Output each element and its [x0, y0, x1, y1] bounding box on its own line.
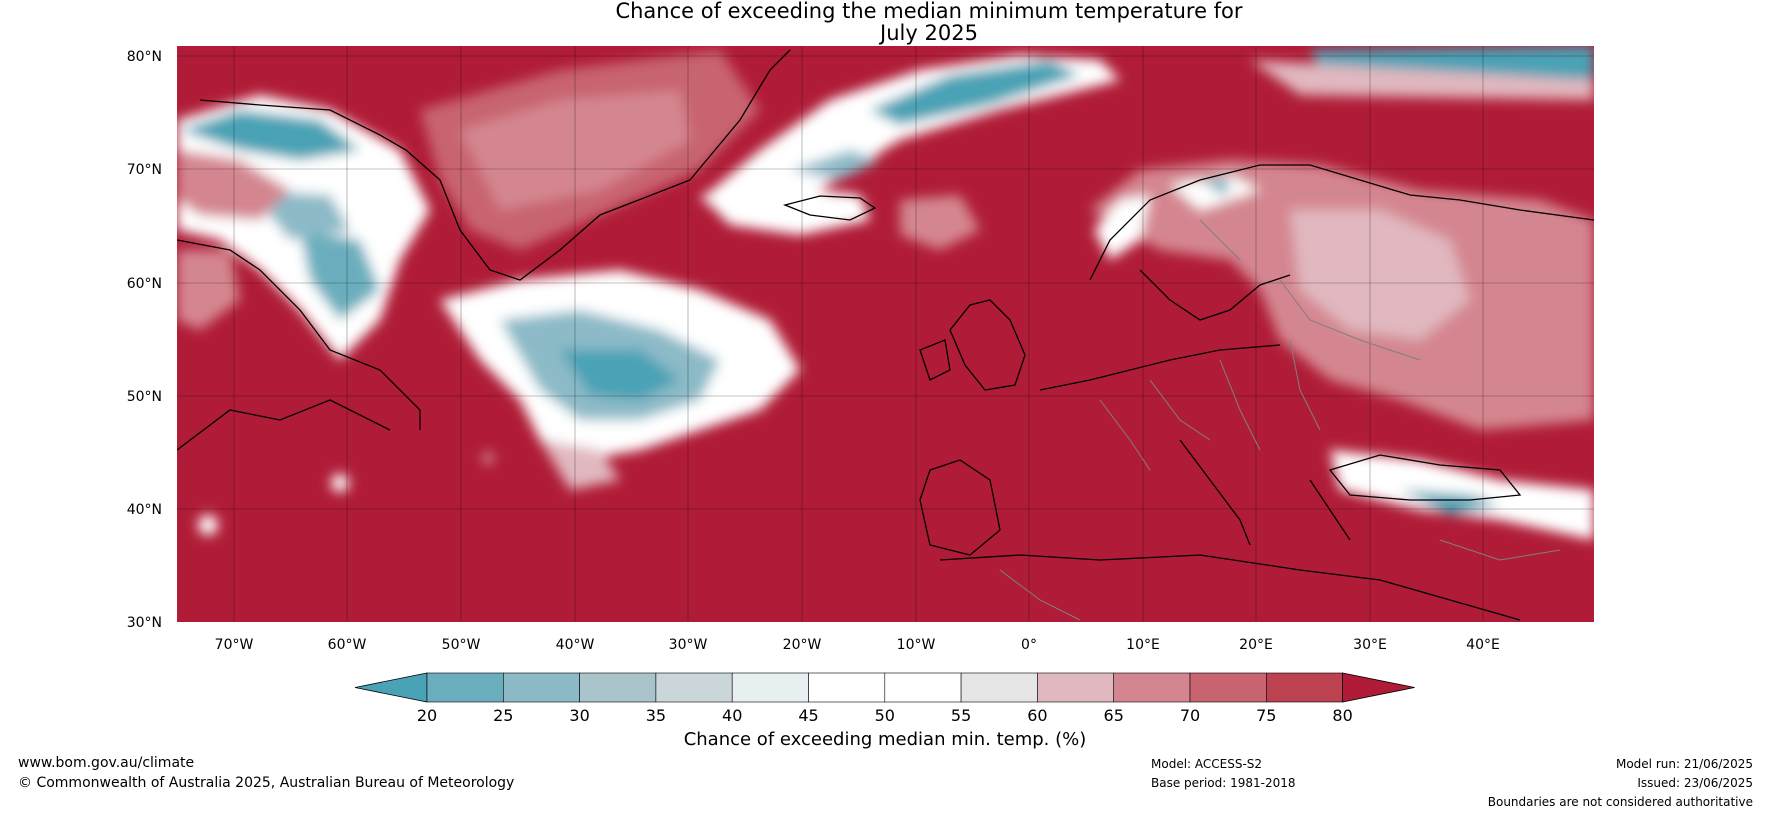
colorbar-segment — [1113, 672, 1191, 703]
lon-axis: 70°W 60°W 50°W 40°W 30°W 20°W 10°W 0° 10… — [215, 637, 1500, 653]
colorbar-tick-label: 80 — [1332, 706, 1352, 725]
maritimes-coast — [177, 399, 391, 451]
lon-tick-label: 40°W — [556, 637, 595, 653]
colorbar-tick-label: 55 — [951, 706, 971, 725]
lat-tick-label: 60°N — [127, 276, 162, 292]
lat-axis: 80°N 70°N 60°N 50°N 40°N 30°N — [127, 49, 162, 631]
colorbar-tick-label: 70 — [1180, 706, 1200, 725]
colorbar-segment — [731, 672, 809, 703]
lon-tick-label: 0° — [1021, 637, 1037, 653]
lat-tick-label: 50°N — [127, 389, 162, 405]
colorbar-segment — [808, 672, 886, 703]
map-gridlines — [177, 46, 1594, 622]
map-title-line2: July 2025 — [880, 21, 978, 45]
country-borders — [999, 219, 1561, 621]
lat-tick-label: 70°N — [127, 162, 162, 178]
scandinavia-coast — [1089, 164, 1594, 281]
greenland-coast — [405, 49, 791, 281]
colorbar-segment — [960, 672, 1038, 703]
colorbar-segment — [1266, 672, 1343, 703]
colorbar-high-arrow — [1342, 672, 1415, 703]
footer-base-period: Base period: 1981-2018 — [1151, 776, 1296, 790]
lon-tick-label: 30°W — [669, 637, 708, 653]
colorbar-segment — [884, 672, 962, 703]
lon-tick-label: 40°E — [1466, 637, 1500, 653]
lon-tick-label: 10°W — [897, 637, 936, 653]
footer-model: Model: ACCESS-S2 — [1151, 757, 1263, 771]
black-sea-coast — [1328, 454, 1522, 501]
colorbar-tick-label: 40 — [722, 706, 742, 725]
coastlines — [177, 49, 1594, 621]
colorbar-segment — [1037, 672, 1115, 703]
baltic-coast — [1139, 269, 1291, 321]
colorbar-tick-label: 60 — [1027, 706, 1047, 725]
colorbar-segment — [1189, 672, 1267, 703]
italy-coast — [1179, 439, 1251, 546]
colorbar-tick-label: 35 — [646, 706, 666, 725]
lon-tick-label: 30°E — [1353, 637, 1387, 653]
lon-tick-label: 20°W — [783, 637, 822, 653]
footer-model-run: Model run: 21/06/2025 — [1615, 757, 1753, 771]
colorbar-segment — [655, 672, 733, 703]
colorbar-label: Chance of exceeding median min. temp. (%… — [684, 729, 1087, 750]
britain-coast — [949, 299, 1026, 391]
footer-issued: Issued: 23/06/2025 — [1637, 776, 1753, 790]
colorbar-tick-label: 25 — [493, 706, 513, 725]
probability-field — [177, 46, 1594, 540]
colorbar-low-arrow — [354, 672, 428, 703]
lat-tick-label: 30°N — [127, 615, 162, 631]
balkan-coast — [1309, 479, 1351, 541]
north-africa-coast — [939, 554, 1521, 621]
lon-tick-label: 10°E — [1126, 637, 1160, 653]
footer-website: www.bom.gov.au/climate — [18, 755, 195, 771]
baffin-coast — [199, 99, 407, 151]
iceland-coast — [782, 195, 877, 221]
lon-tick-label: 70°W — [215, 637, 254, 653]
map-panel — [177, 46, 1594, 622]
lon-tick-label: 60°W — [328, 637, 367, 653]
labrador-coast — [177, 239, 421, 430]
colorbar-tick-label: 50 — [875, 706, 895, 725]
colorbar-tick-label: 65 — [1104, 706, 1124, 725]
colorbar-tick-label: 20 — [417, 706, 437, 725]
lon-tick-label: 50°W — [442, 637, 481, 653]
colorbar-tick-label: 45 — [798, 706, 818, 725]
map-title-line1: Chance of exceeding the median minimum t… — [615, 0, 1243, 23]
colorbar-segment — [502, 672, 580, 703]
colorbar-tick-label: 75 — [1256, 706, 1276, 725]
colorbar-tick-label: 30 — [569, 706, 589, 725]
colorbar-segment — [579, 672, 657, 703]
colorbar: 20 25 30 35 40 45 50 55 60 65 70 75 80 — [354, 672, 1415, 725]
footer-disclaimer: Boundaries are not considered authoritat… — [1487, 795, 1753, 809]
ireland-coast — [919, 339, 951, 381]
footer-copyright: © Commonwealth of Australia 2025, Austra… — [18, 775, 515, 791]
lon-tick-label: 20°E — [1239, 637, 1273, 653]
colorbar-segment — [426, 672, 504, 703]
lat-tick-label: 80°N — [127, 49, 162, 65]
lat-tick-label: 40°N — [127, 502, 162, 518]
north-europe-coast — [1039, 344, 1281, 391]
iberia-coast — [919, 459, 1001, 556]
